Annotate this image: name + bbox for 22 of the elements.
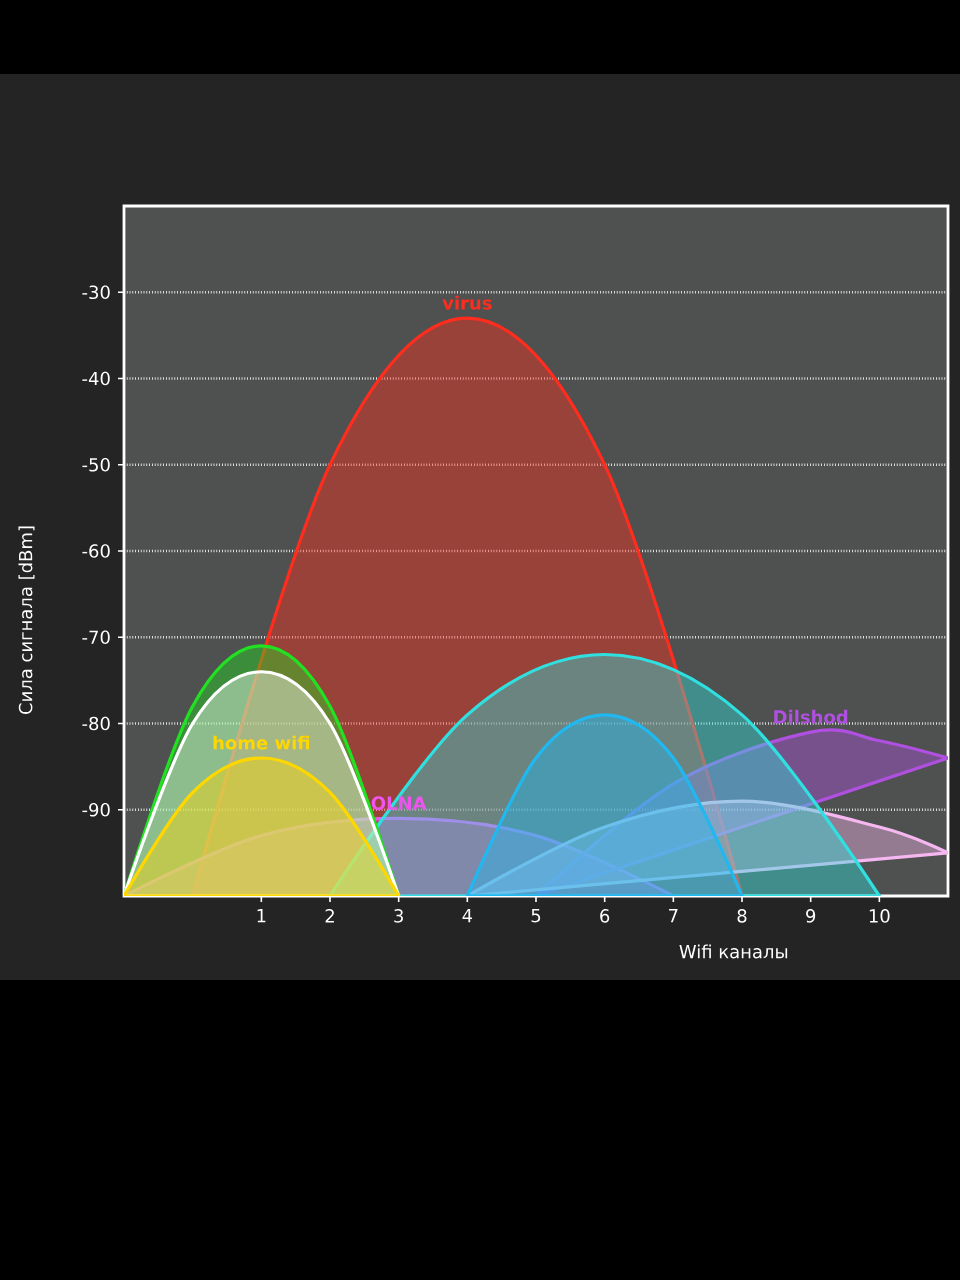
y-tick-label: -80 (82, 716, 110, 731)
y-tick-label: -40 (82, 371, 110, 386)
x-tick-label: 1 (257, 909, 266, 923)
y-tick-label: -30 (82, 285, 110, 300)
series-label: virus (442, 295, 492, 310)
x-tick-label: 9 (806, 909, 816, 923)
y-tick-label: -70 (82, 630, 110, 645)
x-tick-label: 2 (325, 909, 334, 923)
series-label: home wifi (213, 735, 310, 750)
x-tick-label: 8 (737, 909, 747, 923)
x-tick-label: 7 (669, 909, 678, 923)
series-label: Dilshod (774, 709, 848, 724)
x-tick-label: 3 (394, 909, 403, 923)
x-tick-label: 5 (531, 909, 541, 923)
x-tick-label: 6 (600, 909, 610, 923)
y-axis-title: Сила сигнала [dBm] (18, 526, 35, 714)
x-tick-label: 4 (462, 909, 473, 923)
y-tick-label: -90 (82, 802, 110, 817)
y-tick-label: -60 (82, 544, 110, 558)
x-axis-title: Wifi каналы (679, 944, 788, 959)
x-tick-label: 10 (869, 909, 890, 923)
y-tick-label: -50 (82, 457, 110, 472)
